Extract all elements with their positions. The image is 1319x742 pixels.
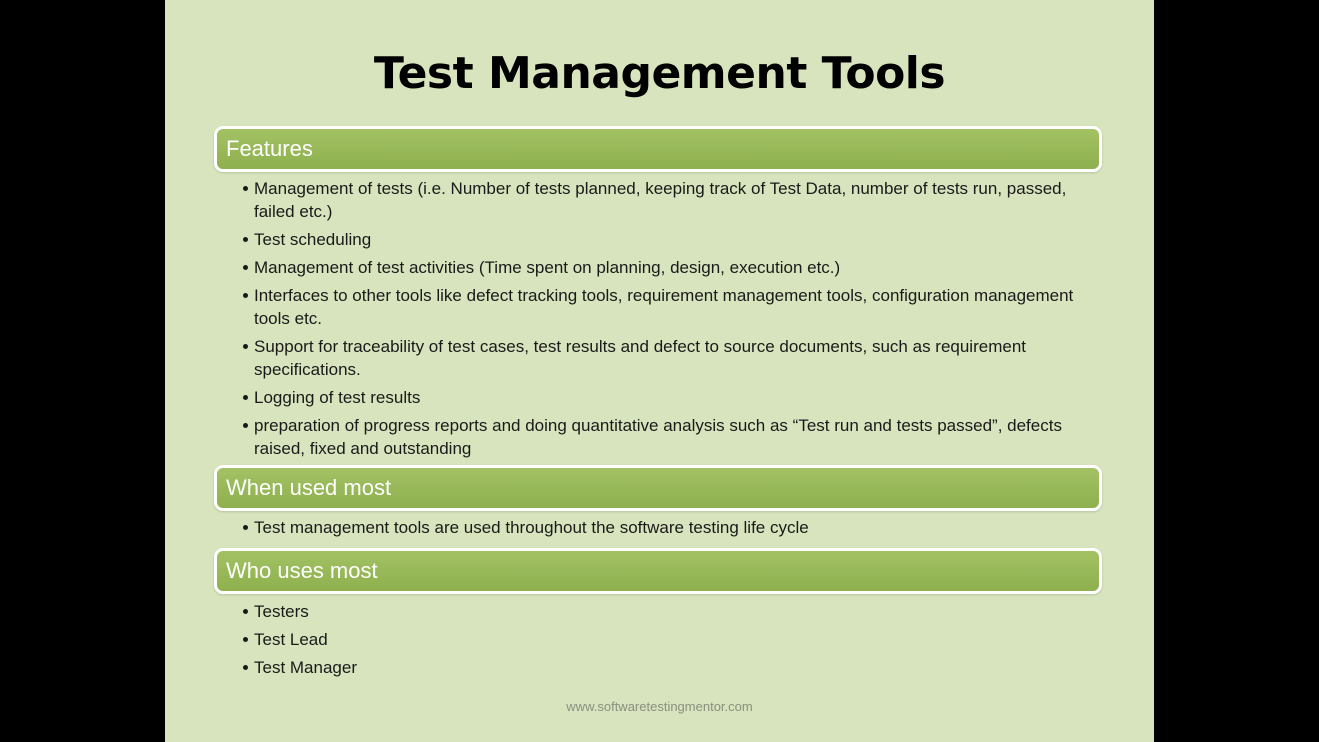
list-item: Test management tools are used throughou… — [241, 516, 1101, 539]
bullet-icon — [243, 609, 248, 614]
bullet-icon — [243, 665, 248, 670]
section-header-features: Features — [214, 126, 1102, 172]
list-item: preparation of progress reports and doin… — [241, 414, 1101, 460]
slide-title: Test Management Tools — [373, 48, 946, 99]
list-item: Test Lead — [241, 628, 1101, 651]
bullet-icon — [243, 293, 248, 298]
section-header-when-used: When used most — [214, 465, 1102, 511]
bullet-icon — [243, 186, 248, 191]
list-item: Support for traceability of test cases, … — [241, 335, 1101, 381]
bullet-icon — [243, 525, 248, 530]
list-item: Test scheduling — [241, 228, 1101, 251]
when-used-list: Test management tools are used throughou… — [241, 516, 1101, 544]
features-list: Management of tests (i.e. Number of test… — [241, 177, 1101, 465]
presentation-slide: Test Management Tools Features Managemen… — [165, 0, 1154, 742]
bullet-text: Logging of test results — [254, 388, 421, 407]
list-item: Logging of test results — [241, 386, 1101, 409]
bullet-icon — [243, 237, 248, 242]
bullet-text: Management of test activities (Time spen… — [254, 258, 841, 277]
bullet-text: Test management tools are used throughou… — [254, 518, 809, 537]
list-item: Test Manager — [241, 656, 1101, 679]
list-item: Interfaces to other tools like defect tr… — [241, 284, 1101, 330]
list-item: Testers — [241, 600, 1101, 623]
bullet-text: Support for traceability of test cases, … — [254, 337, 1026, 379]
bullet-text: Test scheduling — [254, 230, 372, 249]
list-item: Management of tests (i.e. Number of test… — [241, 177, 1101, 223]
bullet-text: Test Manager — [254, 658, 357, 677]
section-header-who-uses: Who uses most — [214, 548, 1102, 594]
bullet-text: Test Lead — [254, 630, 328, 649]
who-uses-list: Testers Test Lead Test Manager — [241, 600, 1101, 684]
bullet-icon — [243, 265, 248, 270]
bullet-icon — [243, 395, 248, 400]
bullet-text: Management of tests (i.e. Number of test… — [254, 179, 1067, 221]
list-item: Management of test activities (Time spen… — [241, 256, 1101, 279]
bullet-icon — [243, 423, 248, 428]
footer-url: www.softwaretestingmentor.com — [566, 699, 753, 714]
bullet-text: Testers — [254, 602, 309, 621]
bullet-icon — [243, 344, 248, 349]
bullet-text: preparation of progress reports and doin… — [254, 416, 1062, 458]
bullet-icon — [243, 637, 248, 642]
bullet-text: Interfaces to other tools like defect tr… — [254, 286, 1074, 328]
